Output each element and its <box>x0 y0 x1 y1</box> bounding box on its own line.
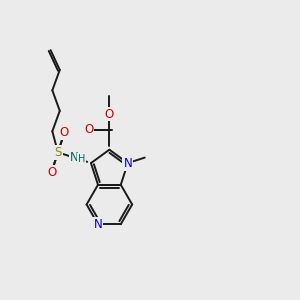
Text: O: O <box>84 123 93 136</box>
Text: N: N <box>123 157 132 169</box>
Text: S: S <box>54 146 62 159</box>
Text: H: H <box>78 154 85 164</box>
Text: N: N <box>70 151 78 164</box>
Text: O: O <box>105 107 114 121</box>
Text: O: O <box>60 126 69 139</box>
Text: N: N <box>94 218 102 231</box>
Text: O: O <box>47 166 56 179</box>
